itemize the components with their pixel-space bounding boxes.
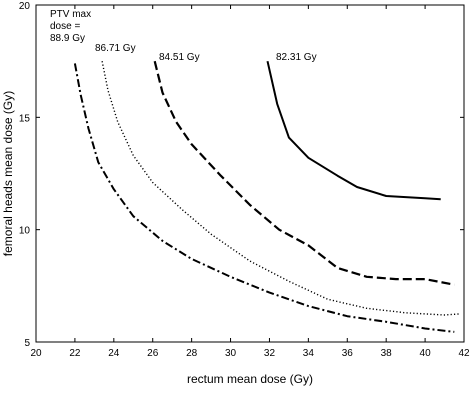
y-tick-label: 15: [19, 113, 31, 124]
series-label-0: PTV max: [50, 9, 91, 20]
x-tick-label: 42: [458, 348, 470, 359]
series-line-1: [101, 61, 461, 316]
plot-frame: [35, 4, 465, 343]
x-tick-label: 38: [381, 348, 393, 359]
axes: [35, 4, 465, 343]
series-label-3: 82.31 Gy: [276, 52, 317, 63]
x-tick-label: 36: [342, 348, 354, 359]
y-tick-label: 20: [19, 1, 31, 12]
series-line-2: [153, 60, 455, 286]
x-tick-label: 34: [303, 348, 315, 359]
x-axis-title: rectum mean dose (Gy): [187, 372, 313, 386]
series-label-0: dose =: [50, 21, 80, 32]
x-tick-label: 30: [225, 348, 237, 359]
series-line-3: [266, 60, 441, 201]
y-tick-label: 5: [24, 338, 30, 349]
x-tick-label: 28: [186, 348, 198, 359]
x-tick-label: 26: [147, 348, 159, 359]
x-tick-label: 32: [264, 348, 276, 359]
series-lines: [73, 60, 461, 333]
series-label-0: 88.9 Gy: [50, 33, 85, 44]
series-line-0: [73, 63, 455, 333]
x-tick-label: 20: [30, 348, 42, 359]
y-tick-label: 10: [19, 226, 31, 237]
tick-marks: 20 22 24 26 28 30 32 34 36 38 40 42 5 10 15 20: [19, 1, 470, 359]
x-tick-label: 24: [108, 348, 120, 359]
y-axis-title: femoral heads mean dose (Gy): [1, 91, 15, 256]
series-label-2: 84.51 Gy: [159, 52, 200, 63]
x-tick-label: 22: [69, 348, 81, 359]
series-label-1: 86.71 Gy: [95, 43, 136, 54]
x-tick-label: 40: [420, 348, 432, 359]
